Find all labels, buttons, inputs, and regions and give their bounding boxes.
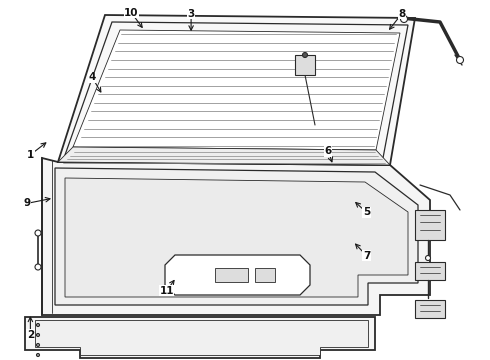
Circle shape [457, 57, 464, 63]
Circle shape [36, 354, 40, 356]
Text: 11: 11 [159, 286, 174, 296]
Polygon shape [215, 268, 248, 282]
Polygon shape [55, 168, 418, 305]
Polygon shape [415, 210, 445, 240]
Text: 9: 9 [24, 198, 30, 208]
Polygon shape [58, 147, 390, 165]
Polygon shape [73, 30, 400, 150]
Text: 4: 4 [88, 72, 96, 82]
Polygon shape [165, 255, 310, 295]
Polygon shape [65, 178, 408, 297]
Circle shape [400, 15, 408, 22]
Polygon shape [25, 317, 375, 358]
Circle shape [36, 333, 40, 337]
Polygon shape [295, 55, 315, 75]
Text: 10: 10 [124, 8, 139, 18]
Polygon shape [255, 268, 275, 282]
Polygon shape [35, 320, 368, 355]
Circle shape [36, 324, 40, 327]
Text: 6: 6 [325, 146, 332, 156]
Circle shape [36, 343, 40, 346]
Text: 7: 7 [363, 251, 370, 261]
Polygon shape [65, 22, 408, 158]
Circle shape [35, 230, 41, 236]
Polygon shape [58, 15, 415, 165]
Polygon shape [42, 158, 430, 315]
Text: 3: 3 [188, 9, 195, 19]
Circle shape [302, 53, 308, 58]
Polygon shape [415, 262, 445, 280]
Text: 5: 5 [363, 207, 370, 217]
Text: 2: 2 [27, 330, 34, 340]
Text: 1: 1 [27, 150, 34, 160]
Polygon shape [415, 300, 445, 318]
Circle shape [35, 264, 41, 270]
Circle shape [425, 256, 431, 261]
Text: 8: 8 [398, 9, 405, 19]
